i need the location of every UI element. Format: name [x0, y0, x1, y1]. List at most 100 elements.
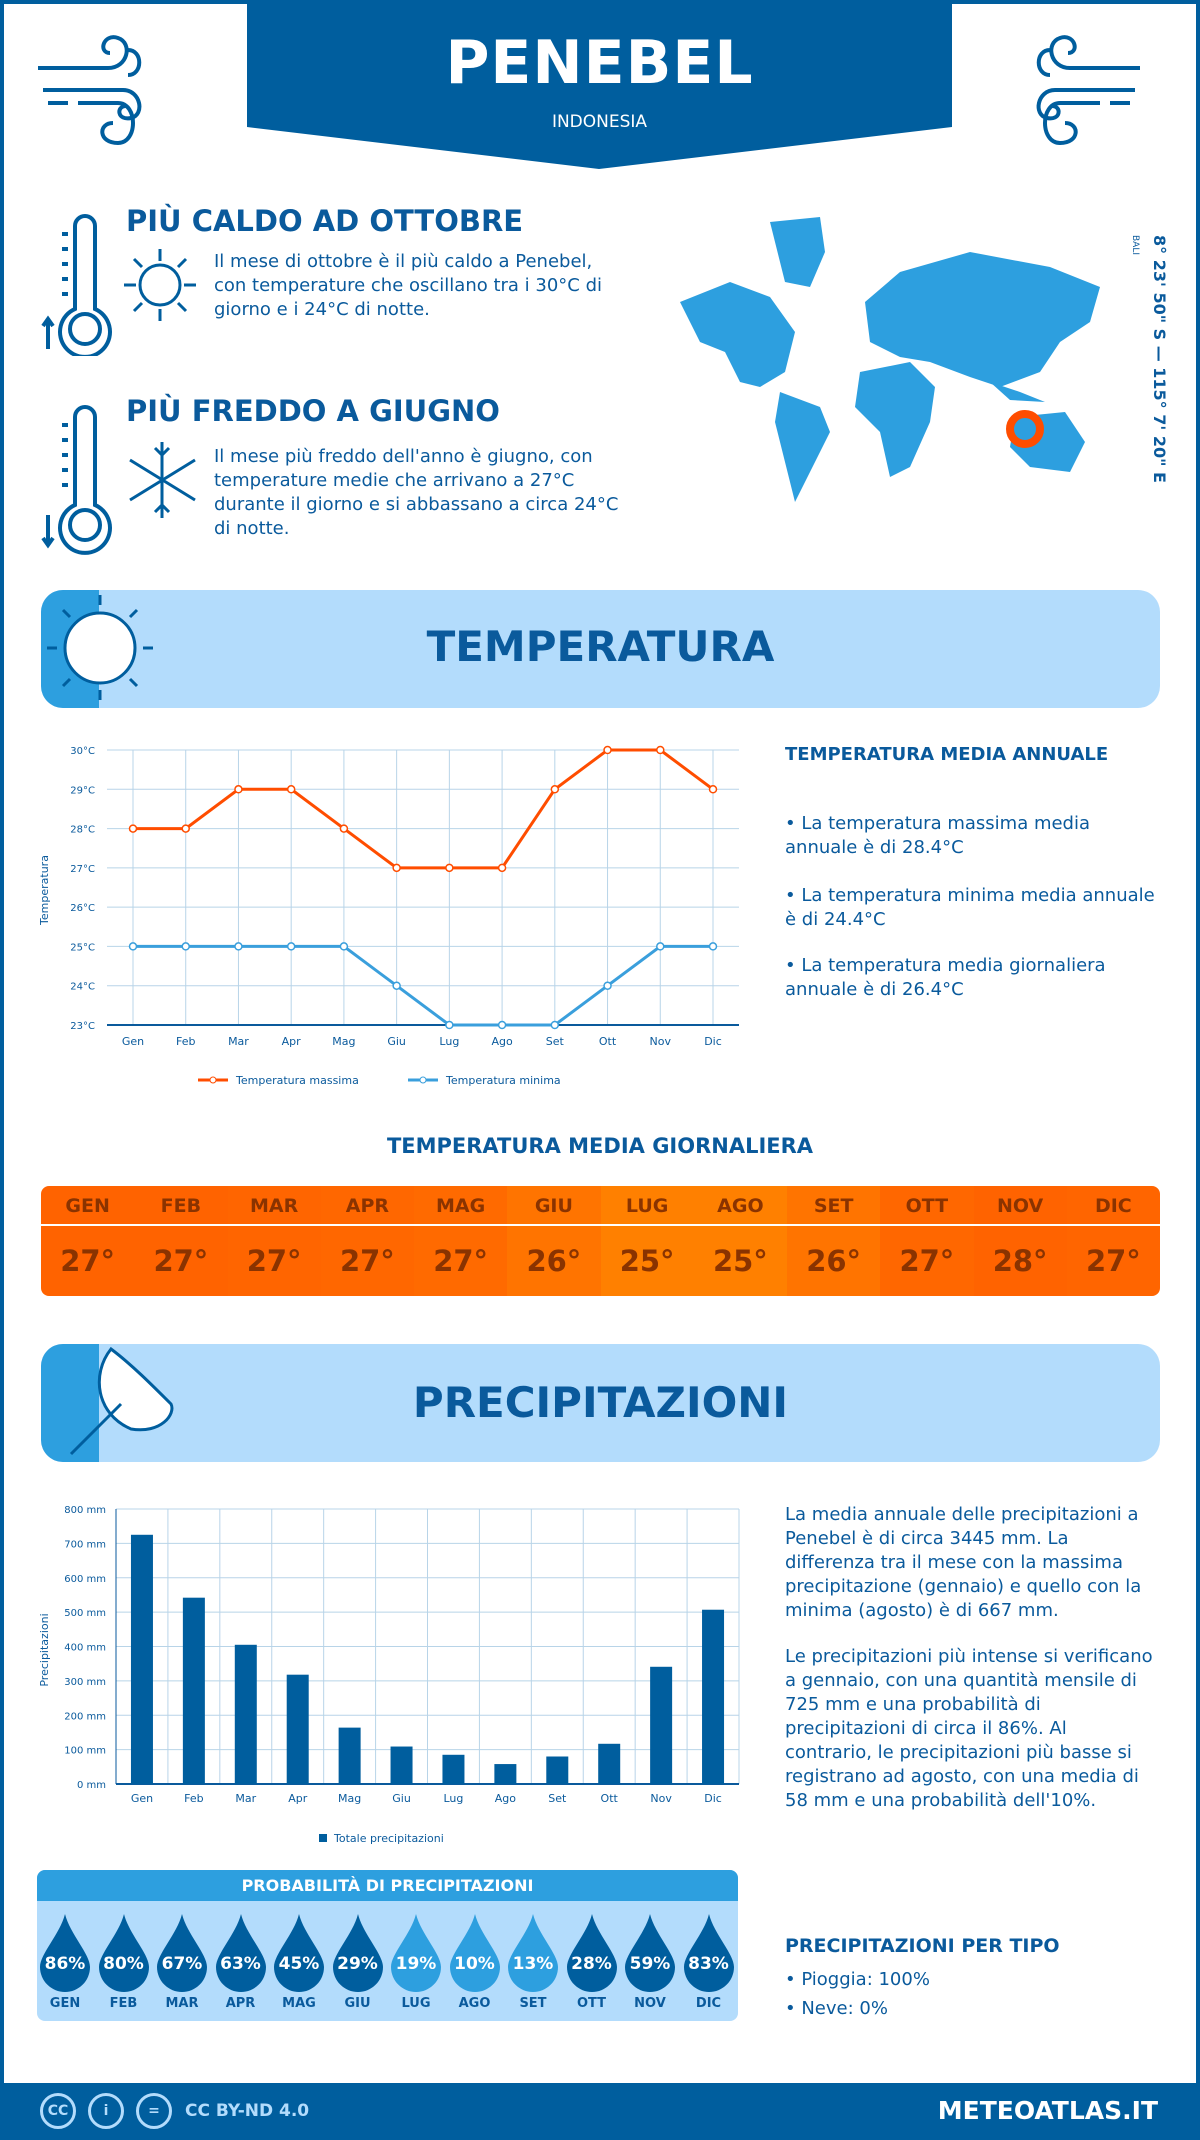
month-label: AGO	[693, 1186, 787, 1226]
month-label: FEB	[134, 1186, 228, 1226]
drop-icon	[40, 1914, 90, 1992]
temperature-banner: TEMPERATURA	[41, 590, 1160, 708]
month-label: OTT	[576, 1996, 607, 2011]
temperature-value: 27°	[899, 1244, 955, 1278]
text-line: contrario, le precipitazioni più basse s…	[785, 1742, 1132, 1763]
data-point	[445, 863, 454, 873]
probability-value: 13%	[512, 1954, 554, 1974]
series-line	[133, 944, 713, 1027]
text-line: temperature medie che arrivano a 27°C	[214, 470, 575, 491]
header-banner	[247, 0, 952, 169]
series-line	[133, 748, 714, 870]
text-line: con temperature che oscillano tra i 30°C…	[214, 275, 603, 296]
precipitation-bar	[130, 1534, 153, 1784]
y-tick-label: 26°C	[70, 903, 95, 914]
site-link[interactable]: METEOATLAS.IT	[937, 2096, 1158, 2125]
drop-icon	[508, 1914, 558, 1992]
wind-icon-right	[1036, 35, 1140, 146]
daily-temp-column: OTT 27°	[880, 1186, 974, 1296]
probability-value: 59%	[629, 1954, 671, 1974]
precipitation-bar	[390, 1746, 413, 1784]
banner-corner	[41, 1344, 99, 1462]
africa	[855, 362, 935, 477]
text-line: precipitazioni di circa il 86%. Al	[785, 1718, 1067, 1739]
eurasia	[865, 252, 1100, 387]
cc-icon[interactable]: CC	[40, 2093, 76, 2129]
y-tick-label: 29°C	[70, 785, 95, 796]
text-line: precipitazione (gennaio) e quello con la	[785, 1576, 1142, 1597]
x-tick-label: Dic	[704, 1035, 722, 1048]
x-tick-label: Feb	[184, 1792, 203, 1805]
legend-label: Totale precipitazioni	[333, 1832, 444, 1845]
precipitation-bar	[650, 1666, 673, 1784]
probability-value: 28%	[571, 1954, 612, 1974]
precipitation-type-rain: • Pioggia: 100%	[785, 1969, 930, 1990]
drop-icon	[449, 1914, 500, 1992]
x-tick-label: Nov	[650, 1035, 672, 1048]
text-line: durante il giorno e si abbassano a circa…	[214, 494, 619, 515]
precipitation-probability-panel: PROBABILITÀ DI PRECIPITAZIONI 86% GEN 80% F…	[37, 1870, 738, 2021]
daily-temp-column: LUG 25°	[600, 1186, 694, 1296]
data-point	[128, 824, 138, 833]
precipitation-type-snow: • Neve: 0%	[785, 1998, 888, 2019]
month-label: FEB	[109, 1996, 138, 2011]
text-line: annuale è di 26.4°C	[785, 979, 964, 1000]
temperature-value: 27°	[1085, 1244, 1141, 1278]
rain-drop: 10%	[449, 1914, 500, 1992]
data-point	[445, 1020, 454, 1030]
y-tick-label: 200 mm	[64, 1711, 106, 1722]
temperature-chart: 23°C 24°C 25°C 26°C 27°C 28°C 29°C 30°C Gen Feb Ma…	[38, 745, 739, 1087]
temperature-value: 27°	[60, 1244, 116, 1278]
temperature-value: 28°	[992, 1244, 1048, 1278]
precipitation-section-title: PRECIPITAZIONI	[412, 1378, 789, 1427]
drop-icon	[332, 1914, 383, 1992]
legend-marker	[209, 1076, 217, 1084]
coldest-text: Il mese più freddo dell'anno è giugno, c…	[214, 445, 618, 541]
month-label: GEN	[41, 1186, 135, 1226]
x-tick-label: Mag	[338, 1792, 361, 1805]
x-tick-label: Ott	[599, 1035, 617, 1048]
x-tick-label: Mar	[235, 1792, 256, 1805]
text-line: 725 mm e una probabilità di	[785, 1694, 1041, 1715]
license-link[interactable]: CC BY-ND 4.0	[185, 2101, 310, 2121]
no-derivatives-icon[interactable]: =	[136, 2093, 172, 2129]
y-tick-label: 30°C	[70, 746, 95, 757]
y-tick-label: 300 mm	[64, 1677, 106, 1688]
region-label: BALI	[1130, 235, 1140, 255]
daily-temp-column: MAG 27°	[414, 1186, 508, 1296]
data-point	[656, 745, 665, 755]
rain-drop: 45%	[274, 1914, 324, 1992]
data-point	[128, 942, 138, 951]
data-point	[392, 863, 401, 873]
month-label: DIC	[695, 1996, 722, 2011]
y-tick-label: 23°C	[70, 1021, 95, 1032]
probability-value: 67%	[161, 1954, 203, 1974]
y-tick-label: 400 mm	[64, 1643, 106, 1654]
temperature-value: 27°	[339, 1244, 395, 1278]
drop-icon	[215, 1914, 266, 1992]
text-line: La media annuale delle precipitazioni a	[785, 1504, 1139, 1525]
precipitation-banner: PRECIPITAZIONI	[41, 1344, 1160, 1462]
attribution-icon[interactable]: i	[88, 2093, 124, 2129]
x-tick-label: Lug	[439, 1035, 459, 1048]
precipitation-chart: 0 mm 100 mm 200 mm 300 mm 400 mm 500 mm 600 mm…	[38, 1505, 740, 1845]
temperature-value: 26°	[806, 1244, 862, 1278]
thermometer-down-icon	[41, 405, 112, 555]
text-line: di notte.	[214, 518, 290, 539]
text-line: annuale è di 28.4°C	[785, 837, 964, 858]
warmest-title: PIÙ CALDO AD OTTOBRE	[126, 204, 524, 238]
month-label: MAR	[165, 1996, 199, 2011]
temperature-value: 25°	[712, 1244, 768, 1278]
precipitation-summary: La media annuale delle precipitazioni a P…	[785, 1503, 1141, 1623]
data-point	[550, 785, 560, 794]
daily-temperature-table: GEN 27° FEB 27° MAR 27° APR 27° MAG 27° GIU 26° LUG 2…	[41, 1186, 1160, 1296]
data-point	[497, 1020, 507, 1030]
data-point	[234, 942, 243, 951]
month-label: MAG	[414, 1186, 508, 1226]
annual-temp-bullet: • La temperatura minima media annuale è d…	[785, 884, 1155, 932]
month-label: SET	[519, 1996, 547, 2011]
drop-icon	[625, 1914, 675, 1992]
rain-drop: 83%	[683, 1914, 734, 1992]
rain-drop: 80%	[98, 1914, 149, 1992]
x-tick-label: Set	[546, 1035, 565, 1048]
